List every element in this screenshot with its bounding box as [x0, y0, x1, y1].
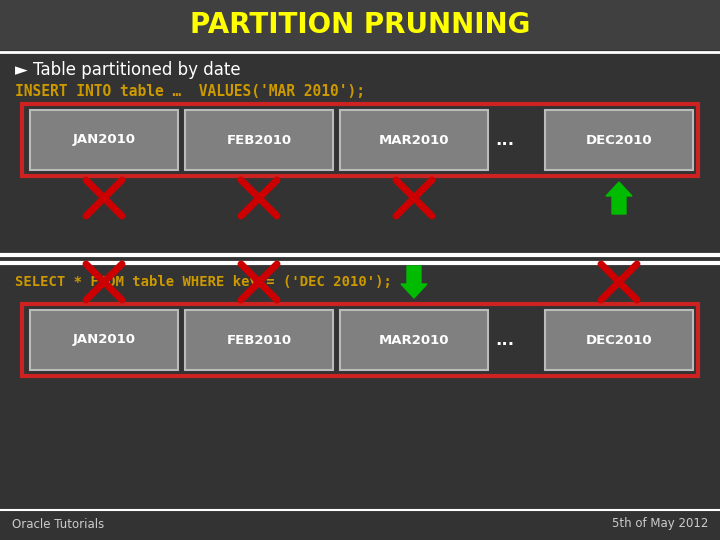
- Text: SELECT * FROM table WHERE key = ('DEC 2010');: SELECT * FROM table WHERE key = ('DEC 20…: [15, 275, 392, 289]
- FancyBboxPatch shape: [30, 310, 178, 370]
- Text: MAR2010: MAR2010: [379, 334, 449, 347]
- Text: DEC2010: DEC2010: [585, 334, 652, 347]
- FancyBboxPatch shape: [340, 110, 488, 170]
- Text: INSERT INTO table …  VALUES('MAR 2010');: INSERT INTO table … VALUES('MAR 2010');: [15, 84, 365, 99]
- Text: FEB2010: FEB2010: [226, 133, 292, 146]
- Text: 5th of May 2012: 5th of May 2012: [611, 517, 708, 530]
- FancyBboxPatch shape: [185, 110, 333, 170]
- FancyArrow shape: [606, 182, 632, 214]
- Text: JAN2010: JAN2010: [73, 334, 135, 347]
- Text: JAN2010: JAN2010: [73, 133, 135, 146]
- Text: MAR2010: MAR2010: [379, 133, 449, 146]
- Text: PARTITION PRUNNING: PARTITION PRUNNING: [190, 11, 530, 39]
- FancyBboxPatch shape: [545, 110, 693, 170]
- Text: ► Table partitioned by date: ► Table partitioned by date: [15, 61, 240, 79]
- FancyBboxPatch shape: [185, 310, 333, 370]
- FancyBboxPatch shape: [340, 310, 488, 370]
- Text: ...: ...: [495, 131, 515, 149]
- Text: DEC2010: DEC2010: [585, 133, 652, 146]
- FancyBboxPatch shape: [0, 0, 720, 50]
- FancyBboxPatch shape: [30, 110, 178, 170]
- FancyArrow shape: [401, 266, 427, 298]
- Text: ...: ...: [495, 331, 515, 349]
- Text: Oracle Tutorials: Oracle Tutorials: [12, 517, 104, 530]
- FancyBboxPatch shape: [545, 310, 693, 370]
- Text: FEB2010: FEB2010: [226, 334, 292, 347]
